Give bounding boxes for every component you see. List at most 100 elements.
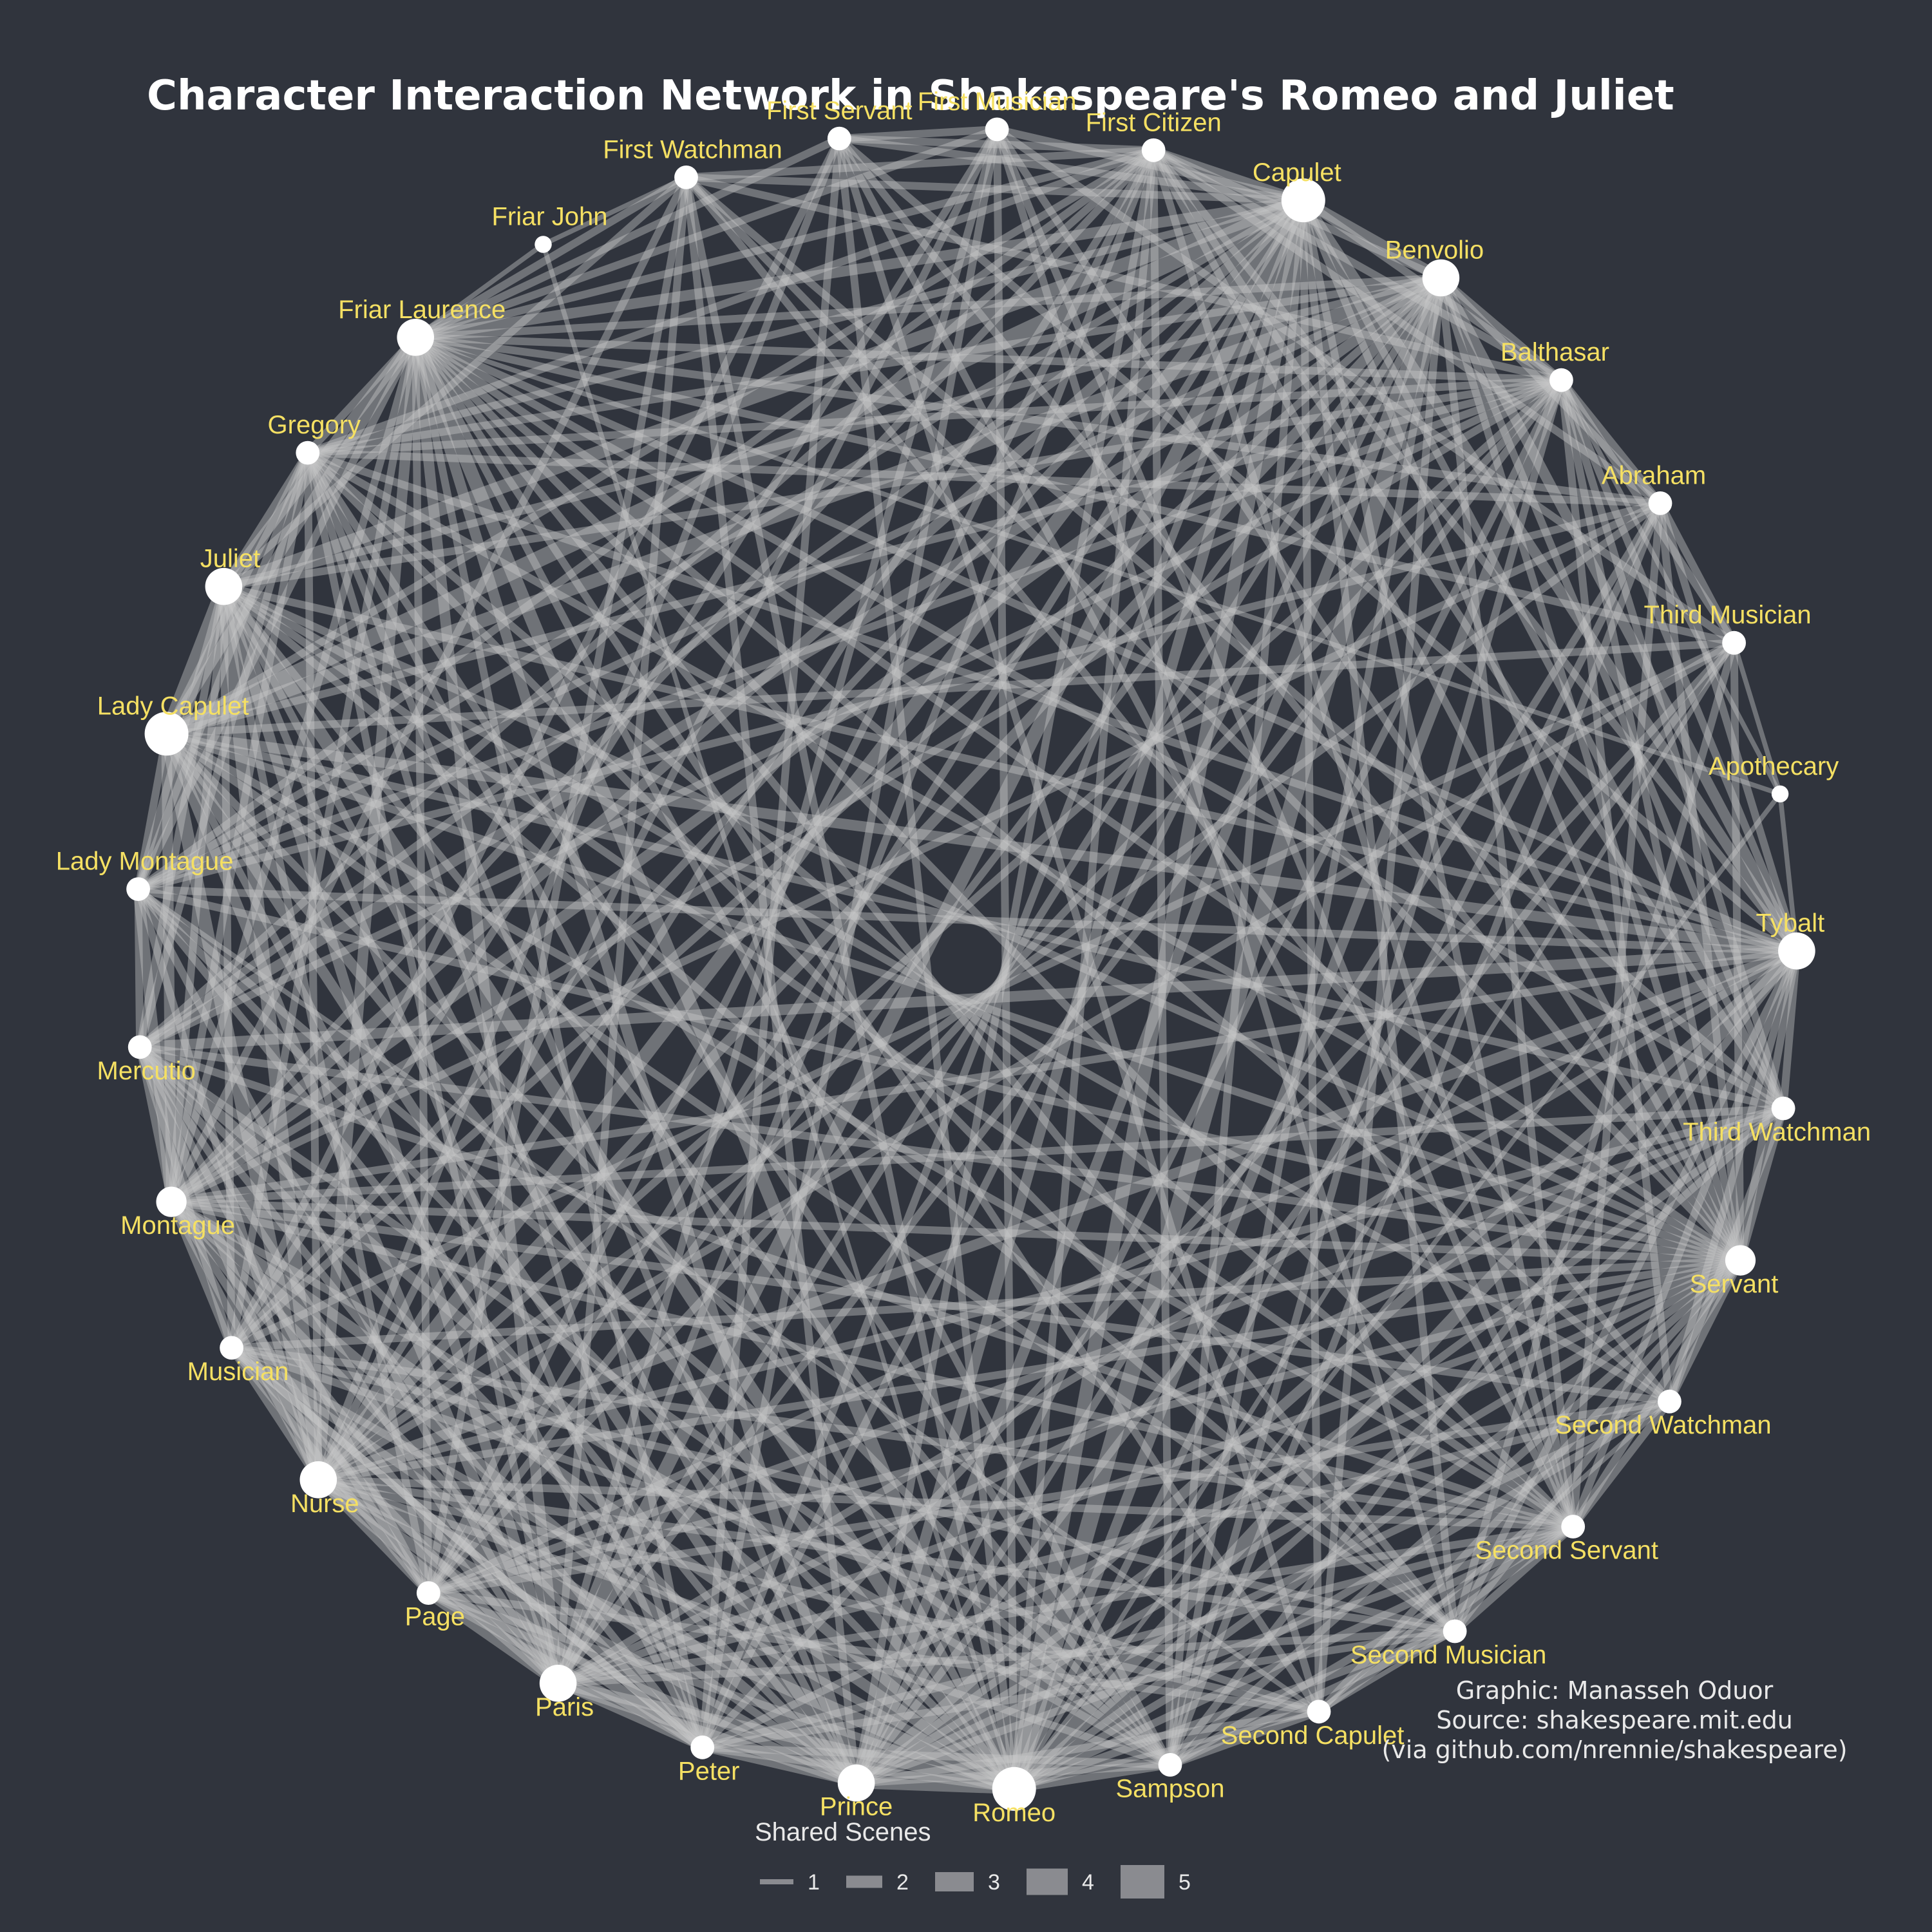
edge-juliet-prince: [220, 582, 860, 1787]
legend: Shared Scenes 1 2 3 4 5: [755, 1818, 1191, 1899]
edge-juliet-paris: [218, 581, 564, 1689]
edge-montague-page: [167, 1198, 433, 1597]
edge-lady-capulet-first-citizen: [162, 146, 1158, 738]
edge-lady-capulet-capulet: [158, 192, 1312, 743]
edge-capulet-juliet: [216, 193, 1311, 594]
edge-sampson-second-servant: [1166, 1522, 1577, 1769]
edge-page-first-citizen: [424, 146, 1158, 1597]
edge-paris-prince: [553, 1678, 862, 1788]
edge-first-musician-first-servant: [835, 125, 1001, 143]
edge-mercutio-gregory: [136, 449, 312, 1051]
edge-friar-laurence-montague: [167, 333, 420, 1206]
edge-lady-capulet-montague: [161, 728, 177, 1208]
node-second-watchman: [1658, 1389, 1681, 1414]
edge-capulet-first-watchman: [682, 173, 1307, 205]
edge-musician-peter: [227, 1343, 706, 1752]
edge-nurse-balthasar: [314, 376, 1566, 1484]
edge-lady-capulet-balthasar: [162, 376, 1566, 738]
edge-capulet-tybalt: [1298, 194, 1803, 956]
caption-via: (via github.com/nrennie/shakespeare): [1381, 1736, 1847, 1764]
edge-prince-first-citizen: [852, 146, 1158, 1787]
edge-friar-laurence-lady-montague: [134, 333, 420, 893]
edge-capulet-third-watchman: [1299, 196, 1788, 1113]
edge-juliet-servant: [220, 582, 1745, 1265]
edge-first-watchman-friar-john: [540, 175, 689, 247]
node-juliet: [205, 567, 243, 605]
legend-swatch-1: [760, 1879, 793, 1884]
label-abraham: Abraham: [1602, 461, 1706, 489]
node-layer: [126, 117, 1815, 1811]
label-prince: Prince: [820, 1793, 893, 1821]
edge-mercutio-first-citizen: [136, 146, 1158, 1051]
edge-abraham-second-servant: [1569, 499, 1664, 1531]
edge-paris-first-watchman: [554, 173, 690, 1687]
node-peter: [690, 1735, 715, 1759]
edge-capulet-peter: [698, 196, 1307, 1752]
legend-label-5: 5: [1179, 1870, 1191, 1895]
edge-second-capulet-second-watchman: [1316, 1399, 1672, 1714]
edge-montague-first-watchman: [167, 173, 690, 1206]
edge-third-musician-abraham: [1656, 499, 1738, 647]
edge-musician-first-servant: [227, 135, 844, 1352]
label-layer: Friar Laurence Friar John First Watchman Fi…: [56, 88, 1871, 1827]
label-sampson: Sampson: [1116, 1774, 1225, 1803]
edge-first-musician-second-musician: [993, 125, 1459, 1635]
edge-second-musician-third-musician: [1451, 639, 1738, 1635]
node-sampson: [1158, 1753, 1182, 1777]
edge-prince-servant: [852, 1256, 1745, 1787]
edge-nurse-first-musician: [314, 125, 1001, 1484]
edge-musician-first-musician: [227, 125, 1001, 1352]
edge-lady-capulet-paris: [161, 728, 564, 1689]
edge-benvolio-peter: [698, 274, 1445, 1752]
edge-benvolio-lady-montague: [134, 274, 1445, 893]
edge-mercutio-page: [136, 1043, 433, 1597]
node-romeo: [992, 1766, 1036, 1811]
edge-servant-first-servant: [835, 135, 1745, 1265]
edge-tybalt-second-watchman: [1665, 947, 1801, 1406]
edge-romeo-third-watchman: [1010, 1104, 1788, 1793]
edge-benvolio-gregory: [303, 274, 1445, 457]
edge-prince-montague: [166, 1196, 862, 1788]
edge-capulet-prince: [851, 194, 1309, 1788]
edge-tybalt-lady-montague: [134, 885, 1801, 955]
edge-montague-balthasar: [167, 376, 1566, 1206]
edge-gregory-balthasar: [303, 376, 1566, 457]
edge-montague-third-watchman: [167, 1104, 1788, 1206]
label-second-servant: Second Servant: [1475, 1537, 1658, 1565]
edge-peter-second-servant: [698, 1522, 1577, 1752]
label-mercutio: Mercutio: [97, 1057, 196, 1085]
edge-gregory-lady-montague: [134, 449, 312, 893]
edge-lady-capulet-second-musician: [162, 730, 1459, 1635]
edge-mercutio-balthasar: [136, 376, 1566, 1051]
edge-tybalt-abraham: [1656, 499, 1801, 955]
legend-label-1: 1: [808, 1870, 820, 1895]
label-page: Page: [405, 1603, 465, 1631]
edge-sampson-peter: [698, 1743, 1174, 1769]
legend-swatch-4: [1027, 1868, 1068, 1895]
edge-prince-balthasar: [852, 376, 1566, 1787]
edge-juliet-montague: [167, 582, 228, 1206]
edge-paris-page: [423, 1587, 564, 1689]
edge-romeo-gregory: [303, 449, 1018, 1793]
edge-tybalt-friar-laurence: [412, 333, 1801, 955]
edge-paris-musician: [227, 1343, 562, 1687]
edge-montague-second-watchman: [167, 1198, 1674, 1406]
node-third-watchman: [1771, 1096, 1795, 1121]
edge-prince-third-musician: [852, 639, 1738, 1787]
label-second-musician: Second Musician: [1350, 1641, 1547, 1669]
edge-romeo-prince: [851, 1777, 1019, 1795]
caption-source: Source: shakespeare.mit.edu: [1436, 1706, 1793, 1734]
edge-prince-second-servant: [852, 1522, 1577, 1787]
edge-peter-musician: [227, 1343, 706, 1752]
label-first-watchman: First Watchman: [603, 135, 782, 164]
edge-romeo-servant: [1010, 1256, 1745, 1793]
edge-lady-capulet-friar-laurence: [161, 332, 421, 739]
edge-romeo-second-musician: [1010, 1627, 1459, 1793]
edge-friar-laurence-first-watchman: [412, 173, 690, 341]
edge-benvolio-mercutio: [134, 272, 1446, 1053]
edge-juliet-gregory: [220, 449, 312, 591]
edge-lady-capulet-servant: [162, 730, 1745, 1265]
label-third-musician: Third Musician: [1644, 601, 1812, 629]
legend-swatch-3: [935, 1872, 974, 1891]
